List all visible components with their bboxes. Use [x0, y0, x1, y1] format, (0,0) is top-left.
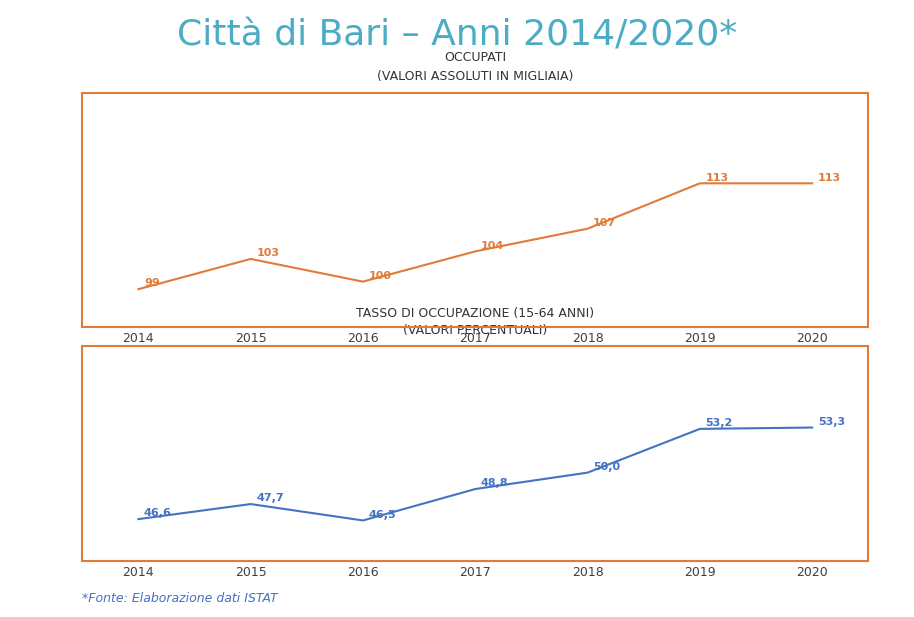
- Text: (VALORI ASSOLUTI IN MIGLIAIA): (VALORI ASSOLUTI IN MIGLIAIA): [377, 70, 573, 83]
- Text: 53,2: 53,2: [706, 418, 733, 428]
- Text: 104: 104: [481, 241, 505, 251]
- Text: 46,6: 46,6: [144, 508, 172, 518]
- Text: 103: 103: [256, 248, 280, 258]
- Text: 100: 100: [368, 271, 391, 281]
- Text: 113: 113: [818, 173, 841, 183]
- Text: 113: 113: [706, 173, 728, 183]
- Text: 46,5: 46,5: [368, 510, 396, 520]
- Text: 53,3: 53,3: [818, 416, 845, 427]
- Text: TASSO DI OCCUPAZIONE (15-64 ANNI): TASSO DI OCCUPAZIONE (15-64 ANNI): [356, 307, 594, 320]
- Text: (VALORI PERCENTUALI): (VALORI PERCENTUALI): [403, 324, 547, 337]
- Text: *Fonte: Elaborazione dati ISTAT: *Fonte: Elaborazione dati ISTAT: [82, 592, 278, 605]
- Text: 99: 99: [144, 278, 160, 288]
- Text: 50,0: 50,0: [593, 462, 621, 472]
- Text: OCCUPATI: OCCUPATI: [444, 51, 506, 64]
- Text: Città di Bari – Anni 2014/2020*: Città di Bari – Anni 2014/2020*: [177, 19, 737, 52]
- Text: 48,8: 48,8: [481, 478, 508, 488]
- Text: 107: 107: [593, 218, 616, 228]
- Text: 47,7: 47,7: [256, 493, 284, 503]
